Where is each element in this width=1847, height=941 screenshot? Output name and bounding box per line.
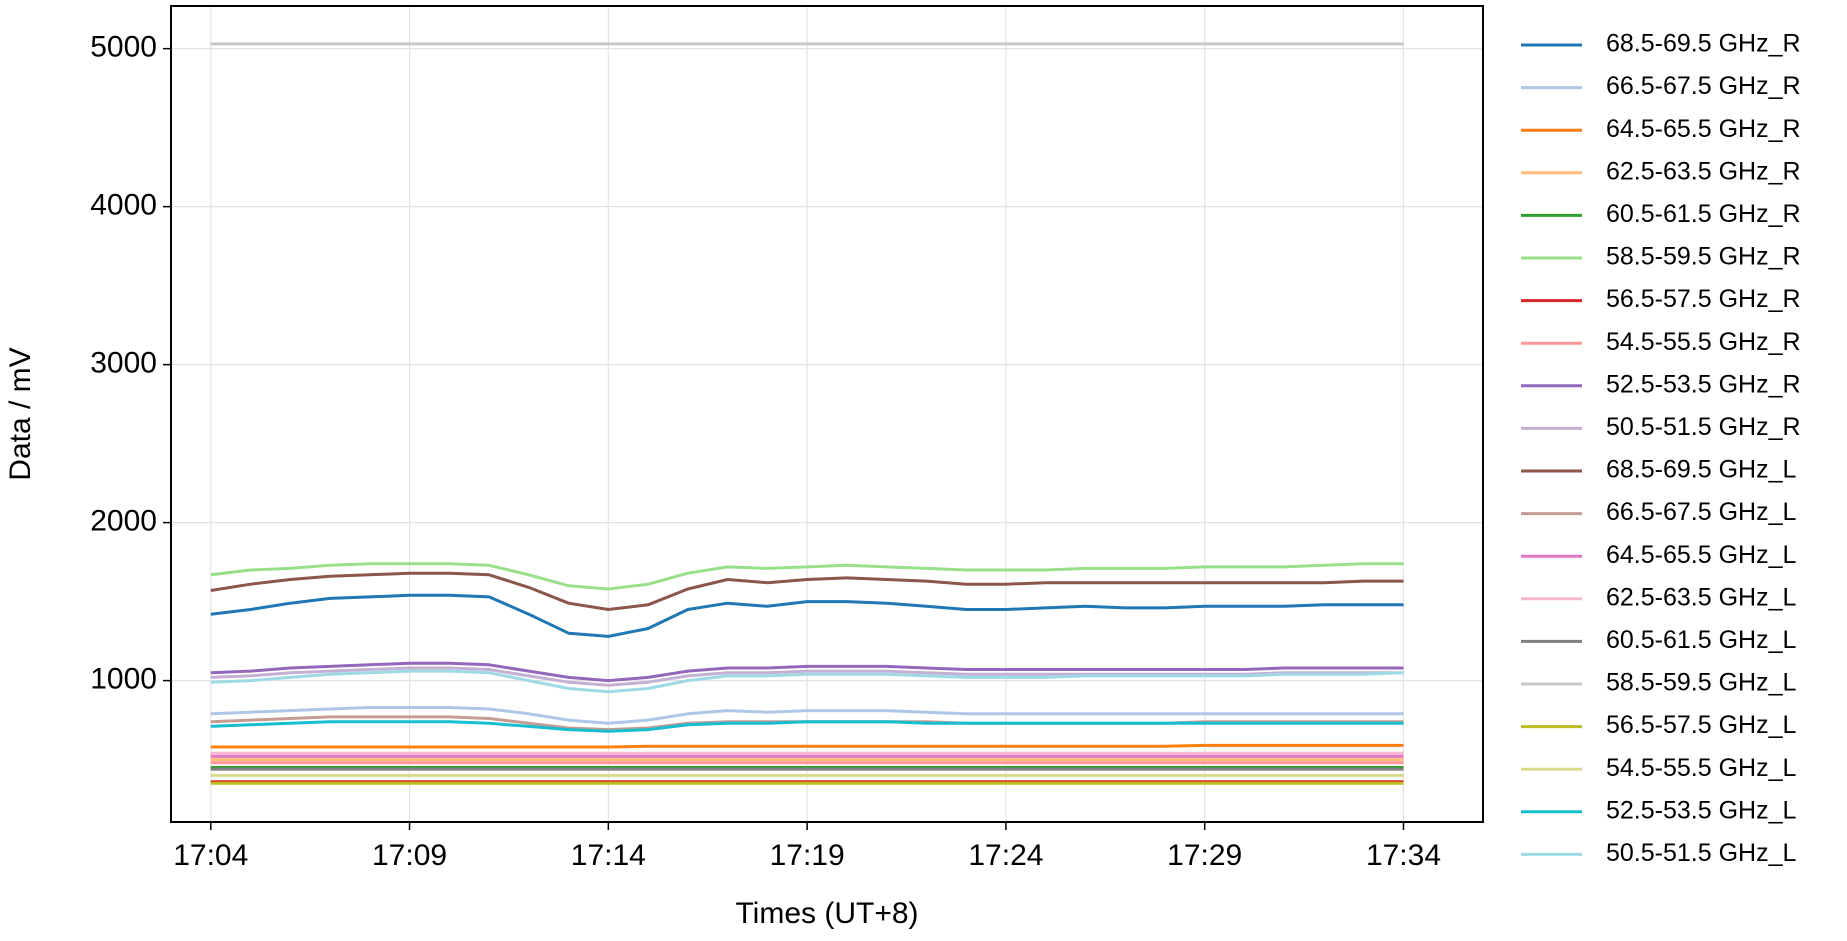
- plot-frame: [170, 5, 1484, 823]
- y-tick-label: 5000: [90, 31, 157, 64]
- legend-label: 54.5-55.5 GHz_R: [1606, 328, 1801, 356]
- x-tick-label: 17:09: [372, 839, 447, 872]
- line: [210, 562, 1404, 591]
- legend-label: 64.5-65.5 GHz_L: [1606, 541, 1796, 569]
- line: [210, 571, 1404, 611]
- legend-label: 68.5-69.5 GHz_L: [1606, 456, 1796, 484]
- y-axis-label: Data / mV: [4, 347, 37, 480]
- x-axis-label: Times (UT+8): [735, 897, 918, 930]
- legend-label: 68.5-69.5 GHz_R: [1606, 30, 1801, 58]
- x-tick-label: 17:24: [968, 839, 1043, 872]
- x-tick-label: 17:04: [173, 839, 248, 872]
- line: [210, 666, 1404, 687]
- x-tick-label: 17:29: [1167, 839, 1242, 872]
- line: [210, 669, 1404, 694]
- legend-label: 62.5-63.5 GHz_R: [1606, 157, 1801, 185]
- legend-label: 54.5-55.5 GHz_L: [1606, 754, 1796, 782]
- legend-label: 58.5-59.5 GHz_L: [1606, 669, 1796, 697]
- legend-label: 56.5-57.5 GHz_R: [1606, 285, 1801, 313]
- legend-label: 60.5-61.5 GHz_L: [1606, 626, 1796, 654]
- legend-label: 56.5-57.5 GHz_L: [1606, 711, 1796, 739]
- line: [210, 593, 1404, 638]
- x-tick-label: 17:19: [770, 839, 845, 872]
- legend-label: 50.5-51.5 GHz_R: [1606, 413, 1801, 441]
- y-tick-label: 4000: [90, 189, 157, 222]
- y-tick-label: 2000: [90, 505, 157, 538]
- y-tick-label: 1000: [90, 663, 157, 696]
- line: [210, 743, 1404, 749]
- legend-label: 60.5-61.5 GHz_R: [1606, 200, 1801, 228]
- legend-label: 52.5-53.5 GHz_L: [1606, 796, 1796, 824]
- legend-label: 52.5-53.5 GHz_R: [1606, 370, 1801, 398]
- legend-label: 58.5-59.5 GHz_R: [1606, 243, 1801, 271]
- x-tick-label: 17:14: [571, 839, 646, 872]
- line: [210, 720, 1404, 733]
- line: [210, 706, 1404, 725]
- y-tick-label: 3000: [90, 347, 157, 380]
- legend-label: 62.5-63.5 GHz_L: [1606, 583, 1796, 611]
- x-tick-label: 17:34: [1366, 839, 1441, 872]
- legend-label: 66.5-67.5 GHz_R: [1606, 72, 1801, 100]
- legend-label: 50.5-51.5 GHz_L: [1606, 839, 1796, 867]
- legend-label: 64.5-65.5 GHz_R: [1606, 115, 1801, 143]
- legend-label: 66.5-67.5 GHz_L: [1606, 498, 1796, 526]
- line: [210, 661, 1404, 683]
